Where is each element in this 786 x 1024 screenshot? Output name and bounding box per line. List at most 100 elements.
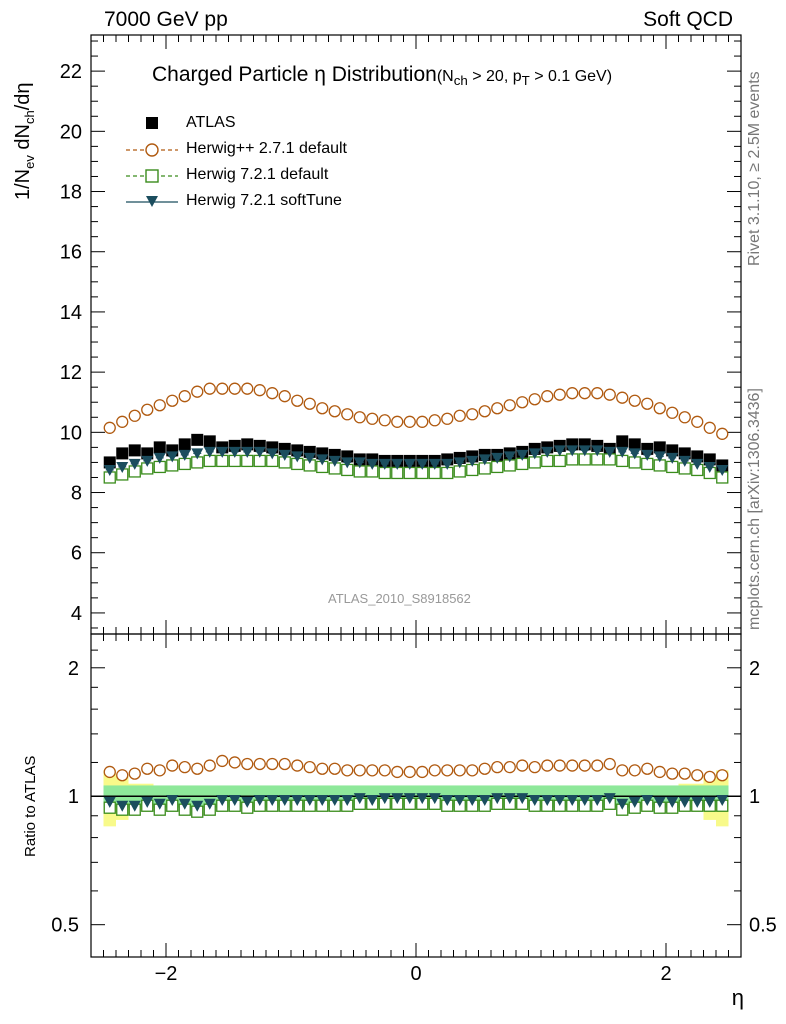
ratio-point [128, 767, 141, 780]
ratio-point [103, 765, 116, 779]
data-point [703, 461, 716, 473]
ratio-tick-label: 2 [68, 658, 79, 680]
y-tick-label: 14 [60, 302, 82, 324]
ratio-point [228, 794, 241, 806]
data-point [341, 457, 354, 469]
ratio-point [203, 759, 216, 772]
data-point [203, 382, 216, 395]
ratio-point [428, 793, 441, 805]
ratio-point [241, 796, 254, 808]
ratio-point [503, 793, 516, 805]
data-point [266, 387, 279, 400]
data-point [141, 403, 154, 416]
ratio-point [591, 794, 604, 806]
ratio-point [303, 794, 316, 806]
data-point [616, 435, 629, 448]
data-point [441, 458, 454, 470]
data-point [128, 458, 141, 470]
data-point [391, 458, 404, 470]
ratio-point [528, 760, 541, 774]
data-point [116, 415, 129, 428]
data-point [516, 396, 529, 409]
ratio-point [166, 794, 179, 806]
ratio-point [416, 765, 429, 779]
data-point [216, 382, 229, 395]
data-point [691, 458, 704, 470]
ratio-point [666, 796, 679, 808]
ratio-point [278, 794, 291, 806]
data-point [253, 384, 266, 397]
data-point [166, 451, 179, 463]
data-point [178, 438, 191, 451]
y-tick-label: 18 [60, 182, 82, 204]
ratio-point [253, 757, 266, 771]
ratio-point [628, 796, 641, 808]
ratio-point [716, 794, 729, 806]
data-point [416, 415, 429, 428]
y-tick-label: 22 [60, 61, 82, 83]
ratio-point [566, 759, 579, 772]
data-point [453, 457, 466, 469]
data-point [628, 394, 641, 407]
data-point [153, 399, 166, 412]
data-point [278, 390, 291, 403]
ratio-point [616, 798, 629, 810]
ratio-point [353, 764, 366, 777]
ratio-point [591, 759, 604, 772]
ratio-point [116, 800, 129, 812]
data-point [216, 446, 229, 458]
data-point [228, 446, 241, 458]
ratio-point [291, 794, 304, 806]
ratio-point [153, 764, 166, 777]
data-point [316, 402, 329, 415]
data-point [103, 421, 116, 434]
ratio-tick-label-right: 0.5 [749, 915, 777, 937]
data-point [353, 457, 366, 469]
analysis-id: ATLAS_2010_S8918562 [328, 591, 471, 606]
data-point [291, 394, 304, 407]
data-point [578, 445, 591, 457]
ratio-point [641, 762, 654, 775]
ratio-point [178, 798, 191, 810]
ratio-point [216, 794, 229, 806]
data-point [503, 451, 516, 463]
ratio-point [141, 762, 154, 775]
data-point [478, 405, 491, 418]
mcplots-note: mcplots.cern.ch [arXiv:1306.3436] [746, 388, 763, 630]
data-point [303, 452, 316, 464]
data-point [203, 446, 216, 458]
category-label: Soft QCD [643, 8, 733, 31]
ratio-point [266, 794, 279, 806]
y-tick-label: 20 [60, 121, 82, 143]
ratio-point [228, 756, 241, 769]
data-point [566, 445, 579, 457]
data-point [428, 414, 441, 427]
ratio-point [441, 764, 454, 777]
ratio-point [566, 794, 579, 806]
data-point [353, 411, 366, 424]
data-point [178, 449, 191, 461]
data-point [366, 412, 379, 425]
data-point [666, 406, 679, 419]
ratio-point [703, 796, 716, 808]
data-point [466, 408, 479, 421]
data-point [641, 397, 654, 410]
data-point [653, 402, 666, 415]
ratio-point [466, 794, 479, 806]
ratio-point [266, 757, 279, 771]
data-point [591, 445, 604, 457]
rivet-note: Rivet 3.1.10, ≥ 2.5M events [746, 71, 763, 266]
data-point [491, 402, 504, 415]
x-tick-label: 2 [660, 963, 671, 985]
ratio-point [416, 793, 429, 805]
x-tick-label: −2 [155, 963, 178, 985]
ratio-point [391, 765, 404, 779]
ratio-point [628, 764, 641, 777]
data-point [228, 382, 241, 395]
ratio-point [191, 762, 204, 775]
legend-marker-square-open-icon [126, 169, 178, 183]
ratio-point [403, 765, 416, 779]
ratio-point [178, 760, 191, 774]
data-point [241, 382, 254, 395]
ratio-point [391, 793, 404, 805]
